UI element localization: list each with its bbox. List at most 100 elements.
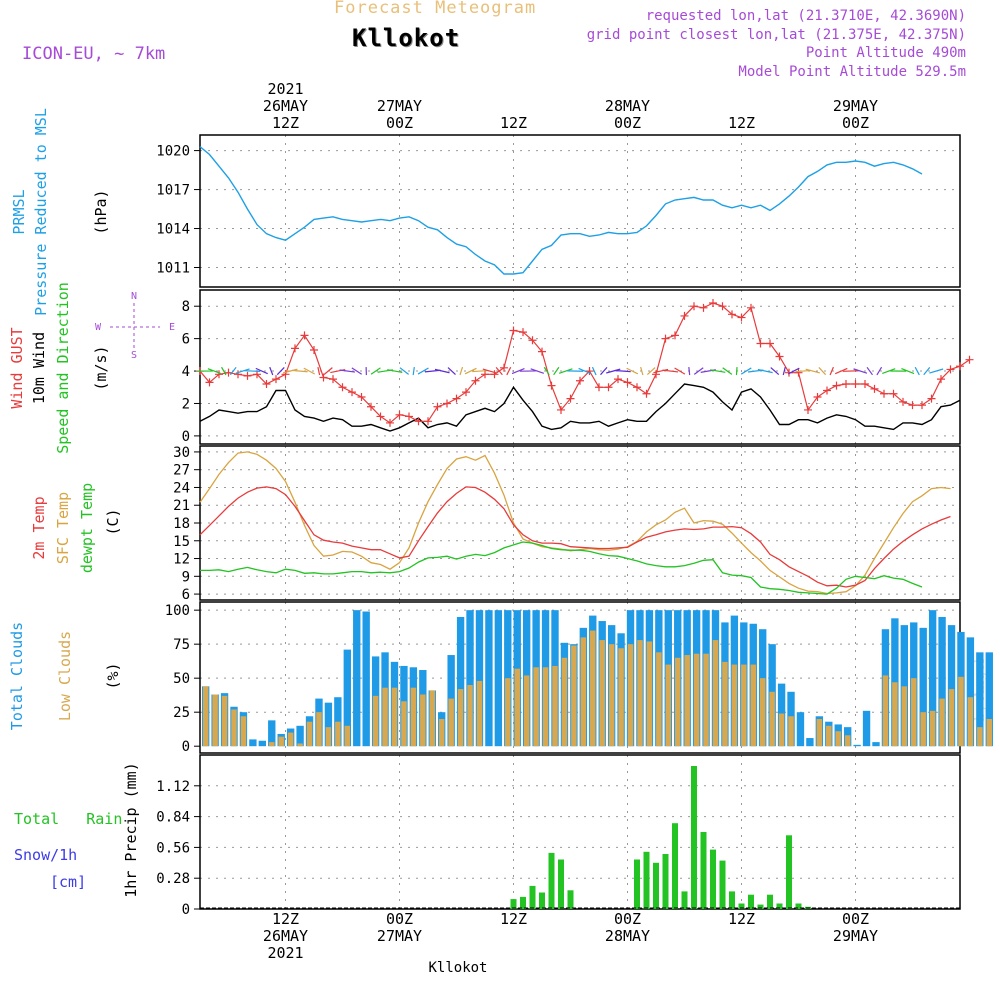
wind-arrow-26 [447, 367, 456, 376]
forecast-subtitle: Forecast Meteogram [334, 0, 537, 18]
low-cloud-bar-4 [240, 716, 247, 747]
wind-arrow-66 [829, 366, 834, 376]
precip-bar-52 [691, 766, 697, 909]
precip-bar-57 [738, 903, 745, 909]
total-cloud-bar-74 [900, 625, 908, 747]
gust-marker-26 [443, 399, 451, 408]
precip-bar-58 [748, 894, 754, 909]
gust-marker-71 [870, 384, 879, 393]
total-cloud-bar-14 [334, 697, 342, 747]
clouds-ytick-label-4: 100 [165, 603, 190, 619]
bottom-time-label-1-1: 27MAY [377, 927, 422, 945]
low-cloud-bar-35 [533, 667, 539, 747]
low-cloud-bar-67 [835, 731, 841, 747]
compass-s: S [131, 350, 137, 361]
precip-ytick-label-2: 0.56 [156, 840, 190, 856]
label-precip-unit: 1hr Precip (mm) [122, 762, 140, 897]
wind-arrow-15 [339, 369, 356, 373]
wind-gust-line [199, 302, 970, 424]
wind-arrow-49 [662, 369, 679, 373]
bottom-time-label-3-1: 28MAY [605, 927, 650, 945]
pressure-ytick-label-2: 1017 [156, 183, 190, 199]
wind-arrow-63 [795, 369, 812, 373]
gust-marker-69 [851, 380, 860, 389]
top-time-label-4-0: 12Z [728, 114, 755, 132]
wind-ytick-label-2: 4 [182, 364, 190, 380]
total-cloud-bar-83 [985, 652, 993, 747]
gust-marker-35 [528, 336, 537, 345]
total-cloud-bar-27 [456, 616, 465, 747]
label-temp-unit: (C) [104, 508, 122, 535]
gust-marker-59 [756, 339, 765, 348]
bottom-time-label-5-1: 29MAY [833, 927, 878, 945]
wind-arrow-3 [229, 366, 237, 376]
total-cloud-bar-28 [466, 610, 474, 747]
wind-arrow-35 [530, 368, 545, 374]
wind-arrow-51 [688, 366, 691, 376]
low-cloud-bar-11 [306, 721, 313, 747]
top-time-label-1-1: 00Z [386, 114, 413, 132]
wind-ytick-label-3: 6 [182, 332, 190, 348]
clouds-ytick-label-2: 50 [173, 671, 190, 687]
total-cloud-bar-17 [362, 611, 370, 747]
top-time-label-2-0: 12Z [500, 114, 527, 132]
temp-2m-line [199, 486, 951, 588]
low-cloud-bar-8 [278, 736, 284, 747]
low-cloud-bar-23 [420, 694, 426, 747]
pressure-frame [199, 134, 961, 288]
low-cloud-bar-27 [457, 689, 464, 747]
gust-marker-44 [614, 375, 622, 384]
gust-marker-28 [462, 388, 470, 397]
wind-arrow-65 [818, 367, 827, 376]
low-cloud-bar-47 [646, 641, 653, 747]
low-cloud-bar-57 [741, 664, 747, 747]
gust-marker-36 [538, 347, 546, 356]
wind-ytick-label-4: 8 [182, 299, 190, 315]
wind-arrow-47 [646, 367, 656, 375]
precip-bar-33 [510, 899, 517, 909]
wind-arrow-50 [674, 367, 686, 375]
precip-ytick-label-1: 0.28 [156, 871, 190, 887]
temperature-ytick-label-2: 12 [173, 552, 190, 568]
low-cloud-bar-44 [618, 648, 624, 747]
precip-bar-54 [710, 849, 716, 909]
temperature-ytick-label-3: 15 [173, 534, 190, 550]
gust-marker-51 [680, 311, 689, 320]
low-cloud-bar-13 [325, 727, 332, 747]
total-cloud-bar-6 [258, 740, 267, 747]
low-cloud-bar-60 [769, 691, 775, 747]
wind-arrow-59 [757, 368, 773, 374]
wind-arrow-1 [207, 368, 221, 375]
total-cloud-bar-64 [806, 738, 814, 747]
label-10m-wind: 10m Wind [30, 332, 48, 404]
wind-arrow-77 [929, 368, 944, 374]
gust-marker-33 [509, 326, 518, 335]
wind-arrow-43 [606, 368, 621, 374]
wind-arrow-23 [417, 367, 429, 375]
wind-arrow-9 [282, 368, 298, 374]
low-cloud-bar-26 [448, 698, 454, 747]
gust-marker-17 [357, 392, 366, 401]
low-cloud-bar-56 [731, 664, 738, 747]
label-pressure-unit: (hPa) [92, 189, 110, 234]
bottom-time-label-0-2: 2021 [267, 944, 303, 962]
total-cloud-bar-10 [296, 725, 304, 747]
compass-n: N [131, 291, 137, 302]
label-wind-unit: (m/s) [92, 345, 110, 390]
wind-arrow-40 [578, 367, 592, 375]
gust-marker-47 [642, 389, 651, 398]
gust-marker-57 [737, 313, 746, 322]
precip-ytick-label-3: 0.84 [156, 810, 190, 826]
total-cloud-bar-15 [343, 649, 351, 747]
wind-arrow-25 [434, 368, 450, 374]
top-time-label-5-1: 00Z [842, 114, 869, 132]
low-cloud-bar-77 [929, 710, 936, 747]
low-cloud-bar-80 [958, 676, 964, 747]
clouds-ytick-label-1: 25 [173, 705, 190, 721]
precip-bar-36 [539, 892, 545, 909]
gust-marker-8 [272, 375, 280, 384]
top-time-label-3-0: 28MAY [605, 97, 650, 115]
label-dewpt-temp: dewpt Temp [78, 483, 96, 573]
wind-arrow-21 [399, 367, 409, 375]
gust-marker-14 [329, 375, 337, 384]
